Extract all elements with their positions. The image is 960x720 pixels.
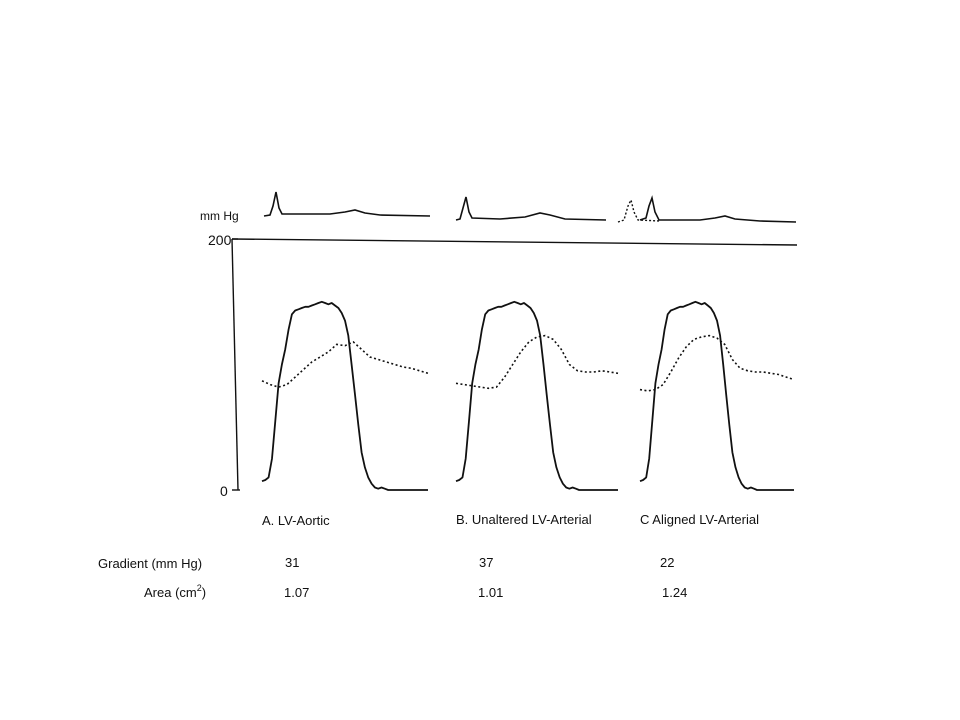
panel-b-label: B. Unaltered LV-Arterial (456, 512, 592, 527)
area-row-label-prefix: Area (cm (144, 585, 197, 600)
panel-b-unaltered-lv-arterial (455, 300, 619, 491)
aortic-pressure-trace-panel-c (639, 334, 795, 392)
ecg-strip-c-dotted (617, 197, 661, 223)
y-tick-label-200: 200 (208, 232, 232, 248)
aortic-pressure-trace-panel-b (455, 334, 619, 390)
area-row-label: Area (cm2) (144, 583, 206, 600)
y-axis-line (231, 238, 239, 491)
panel-a-lv-aortic (261, 300, 429, 491)
aortic-pressure-trace-panel-a (261, 340, 429, 388)
reference-line-200 (231, 238, 798, 246)
panel-a-gradient: 31 (285, 555, 299, 570)
panel-b-area: 1.01 (478, 585, 503, 600)
panel-c-area: 1.24 (662, 585, 687, 600)
panel-c-aligned-lv-arterial (639, 300, 795, 491)
panel-a-label: A. LV-Aortic (262, 513, 330, 528)
lv-pressure-trace-panel-b (455, 300, 618, 491)
lv-pressure-trace-panel-c (639, 300, 794, 491)
area-row-label-superscript: 2 (197, 583, 202, 593)
ecg-strip-c (639, 195, 797, 223)
y-axis: 200 0 (208, 232, 798, 499)
panel-c-label: C Aligned LV-Arterial (640, 512, 759, 527)
panel-b-gradient: 37 (479, 555, 493, 570)
y-tick-label-0: 0 (220, 483, 228, 499)
area-row-label-suffix: ) (202, 585, 206, 600)
panel-a-area: 1.07 (284, 585, 309, 600)
gradient-row-label: Gradient (mm Hg) (98, 556, 202, 571)
ecg-strip-a (263, 191, 431, 217)
ecg-unit-label: mm Hg (200, 209, 239, 223)
lv-pressure-trace-panel-a (261, 300, 428, 491)
panel-c-gradient: 22 (660, 555, 674, 570)
summary-table: Gradient (mm Hg) 31 37 22 Area (cm2) 1.0… (98, 555, 687, 600)
ecg-strip-b (455, 196, 607, 221)
ecg-strips: mm Hg (200, 191, 797, 223)
